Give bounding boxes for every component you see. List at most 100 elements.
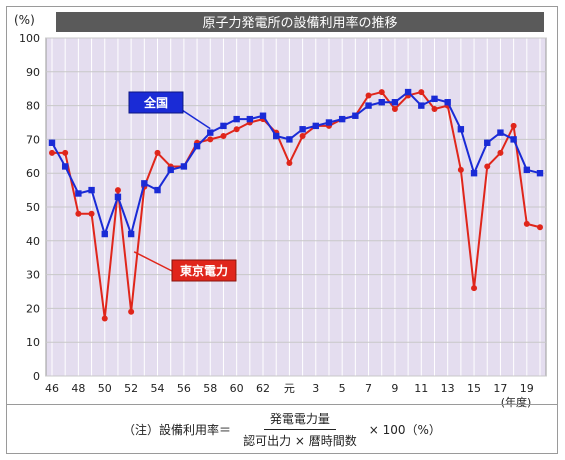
data-point-tepco <box>378 89 385 96</box>
x-tick-label: 60 <box>230 382 244 395</box>
y-tick-label: 90 <box>26 66 40 79</box>
formula-denominator: 認可出力 × 暦時間数 <box>243 434 357 448</box>
y-tick-label: 30 <box>26 269 40 282</box>
x-tick-label: 56 <box>177 382 191 395</box>
data-point-national <box>259 112 267 119</box>
y-axis-label: (%) <box>14 13 35 27</box>
formula-numerator: 発電電力量 <box>263 410 336 430</box>
tepco-callout-box <box>171 259 237 282</box>
x-axis-label: (年度) <box>501 395 532 409</box>
data-point-national <box>404 88 412 96</box>
data-point-tepco <box>62 149 69 156</box>
data-point-national <box>484 139 491 146</box>
note-suffix: × 100（%） <box>368 423 441 437</box>
national-callout-box <box>128 91 184 114</box>
data-point-national <box>141 180 148 187</box>
data-point-national <box>457 126 465 133</box>
data-point-national <box>167 166 174 174</box>
data-point-national <box>378 99 385 106</box>
x-tick-label: 48 <box>71 382 85 395</box>
data-point-national <box>127 230 135 238</box>
data-point-tepco <box>457 166 464 173</box>
data-point-national <box>352 112 359 119</box>
data-point-national <box>220 122 227 130</box>
data-point-national <box>325 119 333 126</box>
x-tick-label: 元 <box>284 382 295 395</box>
tepco-callout-label: 東京電力 <box>180 263 228 278</box>
series-line <box>51 91 541 236</box>
data-point-tepco <box>233 126 240 133</box>
y-tick-label: 0 <box>33 370 40 383</box>
data-point-tepco <box>431 105 438 112</box>
x-tick-label: 62 <box>256 382 270 395</box>
data-point-tepco <box>418 89 425 96</box>
x-tick-label: 11 <box>414 382 428 395</box>
data-point-national <box>444 99 451 106</box>
data-point-tepco <box>114 187 121 194</box>
data-point-tepco <box>497 149 504 156</box>
data-point-national <box>101 230 108 238</box>
data-point-tepco <box>101 315 108 322</box>
data-point-national <box>418 102 425 109</box>
data-point-national <box>431 95 438 103</box>
formula-note: （注）設備利用率＝ 発電電力量 認可出力 × 暦時間数 × 100（%） <box>6 404 558 454</box>
data-point-national <box>88 186 95 194</box>
data-point-national <box>365 102 372 109</box>
data-point-national <box>497 129 504 136</box>
data-point-tepco <box>49 149 55 156</box>
x-tick-label: 7 <box>365 382 372 395</box>
national-callout-leader <box>181 109 211 130</box>
data-point-national <box>470 170 478 177</box>
y-tick-label: 80 <box>26 100 40 113</box>
data-point-national <box>391 99 399 106</box>
data-point-tepco <box>510 122 517 129</box>
data-point-tepco <box>88 210 95 217</box>
data-point-national <box>180 163 188 170</box>
data-point-national <box>193 142 201 150</box>
data-point-national <box>233 115 240 123</box>
series-line <box>52 91 541 320</box>
x-tick-label: 17 <box>493 382 507 395</box>
data-point-national <box>523 166 531 174</box>
y-tick-label: 100 <box>19 32 40 45</box>
data-point-national <box>312 122 319 130</box>
data-point-national <box>338 115 346 123</box>
x-tick-label: 9 <box>391 382 398 395</box>
data-point-tepco <box>207 136 214 143</box>
data-point-tepco <box>128 308 135 315</box>
x-tick-label: 13 <box>441 382 455 395</box>
national-callout-label: 全国 <box>143 95 168 110</box>
data-point-tepco <box>365 92 372 99</box>
y-tick-label: 40 <box>26 235 40 248</box>
title-bar <box>56 12 544 32</box>
y-tick-label: 10 <box>26 336 40 349</box>
x-tick-label: 50 <box>98 382 112 395</box>
data-point-national <box>154 186 161 194</box>
x-tick-label: 5 <box>339 382 346 395</box>
note-prefix: （注）設備利用率＝ <box>123 423 232 437</box>
data-point-tepco <box>391 105 398 112</box>
data-point-tepco <box>286 160 293 167</box>
data-point-tepco <box>220 133 227 140</box>
x-tick-label: 15 <box>467 382 481 395</box>
tepco-callout-leader <box>133 251 175 273</box>
x-tick-label: 52 <box>124 382 138 395</box>
data-point-national <box>114 193 122 201</box>
data-point-tepco <box>484 163 491 170</box>
data-point-national <box>48 139 56 146</box>
x-tick-label: 46 <box>45 382 59 395</box>
data-point-tepco <box>471 285 478 292</box>
data-point-tepco <box>537 224 543 231</box>
data-point-national <box>61 163 69 170</box>
y-tick-label: 50 <box>26 201 40 214</box>
data-point-national <box>246 115 254 123</box>
y-tick-label: 20 <box>26 302 40 315</box>
x-tick-label: 19 <box>520 382 534 395</box>
data-point-national <box>207 129 214 136</box>
data-point-tepco <box>154 149 161 156</box>
x-tick-label: 54 <box>151 382 165 395</box>
y-tick-label: 70 <box>26 133 40 146</box>
formula-fraction: 発電電力量 認可出力 × 暦時間数 <box>237 410 363 449</box>
data-point-national <box>510 136 517 143</box>
